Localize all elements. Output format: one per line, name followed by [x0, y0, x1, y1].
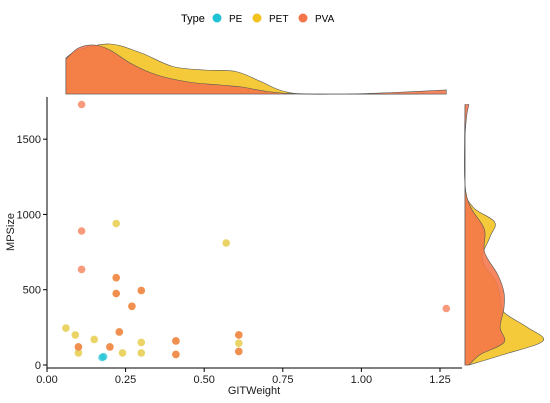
point-pet-13 [137, 349, 146, 357]
y-tick-label: 500 [23, 285, 41, 297]
scatter-points [62, 100, 451, 362]
point-pva-8 [128, 302, 136, 311]
point-pva-2 [77, 265, 86, 274]
legend-label-pe: PE [229, 14, 243, 25]
point-pva-10 [172, 337, 180, 345]
y-tick-label: 1500 [17, 134, 41, 146]
legend-swatch-pva [298, 13, 308, 23]
point-pet-1 [71, 331, 80, 339]
x-tick-label: 0.25 [115, 374, 136, 386]
point-pe-1 [98, 353, 106, 362]
x-axis-ticks: 0.00 0.25 0.50 0.75 1.00 1.25 [36, 368, 451, 386]
right-marginal-density [464, 104, 545, 366]
point-pva-6 [112, 289, 120, 298]
x-tick-label: 0.50 [193, 374, 214, 386]
point-pva-3 [74, 343, 83, 351]
point-pva-7 [115, 328, 124, 336]
point-pet-2 [74, 349, 83, 357]
top-density-pva [65, 44, 447, 95]
point-pva-12 [235, 331, 243, 339]
legend: Type PE PET PVA [181, 13, 335, 25]
point-pva-11 [172, 350, 180, 359]
y-tick-label: 1000 [17, 209, 41, 221]
point-pet-19 [235, 339, 243, 348]
point-pet-4 [90, 335, 98, 344]
legend-title: Type [181, 13, 205, 25]
point-pva-5 [112, 273, 120, 282]
y-tick-label: 0 [35, 360, 41, 372]
point-pva-13 [235, 347, 243, 356]
point-pet-17 [222, 239, 230, 247]
point-pet-0 [62, 324, 70, 332]
point-pva-0 [77, 100, 86, 109]
legend-swatch-pe [212, 13, 222, 23]
point-pet-12 [137, 338, 146, 347]
legend-swatch-pet [252, 13, 262, 23]
legend-label-pet: PET [269, 14, 288, 25]
right-density-pva [464, 104, 506, 366]
top-marginal-density [65, 43, 447, 95]
point-pet-6 [112, 219, 120, 228]
x-tick-label: 0.75 [272, 374, 293, 386]
point-pva-1 [77, 227, 86, 235]
x-tick-label: 1.25 [429, 374, 450, 386]
point-pva-14 [442, 304, 451, 313]
point-pva-9 [137, 286, 146, 295]
point-pet-10 [118, 349, 127, 357]
y-axis-ticks: 0 500 1000 1500 [17, 134, 47, 372]
x-axis-title: GITWeight [228, 385, 280, 397]
x-tick-label: 1.00 [351, 374, 372, 386]
y-axis-title: MPSize [5, 213, 17, 251]
point-pva-4 [106, 343, 114, 351]
x-tick-label: 0.00 [36, 374, 57, 386]
legend-label-pva: PVA [315, 14, 335, 25]
